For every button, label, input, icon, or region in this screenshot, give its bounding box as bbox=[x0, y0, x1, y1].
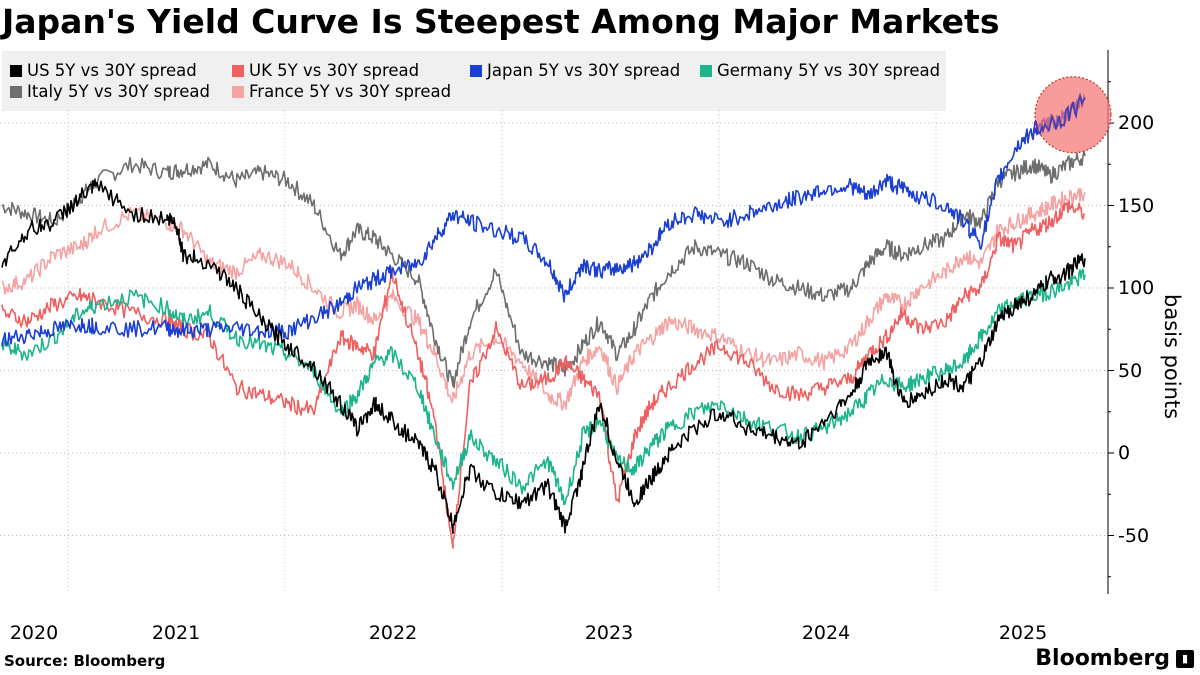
brand-name: Bloomberg bbox=[1035, 646, 1170, 671]
y-tick-label: 100 bbox=[1118, 277, 1155, 299]
y-axis-label: basis points bbox=[1160, 294, 1184, 420]
series-line-italy bbox=[1, 150, 1086, 389]
legend-label-france: France 5Y vs 30Y spread bbox=[249, 82, 452, 101]
x-tick-label: 2020 bbox=[9, 622, 59, 644]
legend-item-germany: Germany 5Y vs 30Y spread bbox=[700, 61, 940, 80]
series-line-japan bbox=[1, 94, 1086, 347]
y-tick-label: 150 bbox=[1118, 195, 1155, 217]
x-tick-label: 2021 bbox=[151, 622, 201, 644]
legend-swatch-uk bbox=[232, 64, 244, 77]
series-line-france bbox=[1, 187, 1086, 411]
legend-swatch-us bbox=[10, 64, 22, 77]
legend-item-us: US 5Y vs 30Y spread bbox=[10, 61, 197, 80]
y-tick-label: 0 bbox=[1118, 442, 1131, 464]
legend-label-uk: UK 5Y vs 30Y spread bbox=[249, 61, 420, 80]
legend-item-france: France 5Y vs 30Y spread bbox=[232, 82, 451, 101]
x-tick-label: 2023 bbox=[584, 622, 634, 644]
legend-label-germany: Germany 5Y vs 30Y spread bbox=[717, 61, 941, 80]
legend-item-uk: UK 5Y vs 30Y spread bbox=[232, 61, 419, 80]
source-note: Source: Bloomberg bbox=[4, 652, 166, 670]
legend-swatch-japan bbox=[470, 64, 482, 77]
series-line-us bbox=[1, 179, 1086, 535]
legend-label-italy: Italy 5Y vs 30Y spread bbox=[27, 82, 211, 101]
legend-item-italy: Italy 5Y vs 30Y spread bbox=[10, 82, 210, 101]
legend-swatch-germany bbox=[700, 64, 712, 77]
legend: US 5Y vs 30Y spread UK 5Y vs 30Y spread … bbox=[2, 51, 946, 111]
chart-title: Japan's Yield Curve Is Steepest Among Ma… bbox=[2, 2, 1000, 41]
x-tick-label: 2025 bbox=[998, 622, 1048, 644]
legend-swatch-france bbox=[232, 85, 244, 98]
x-tick-label: 2022 bbox=[368, 622, 418, 644]
y-tick-label: -50 bbox=[1118, 525, 1150, 547]
legend-item-japan: Japan 5Y vs 30Y spread bbox=[470, 61, 680, 80]
y-tick-label: 200 bbox=[1118, 112, 1155, 134]
highlight-circle bbox=[1034, 76, 1112, 154]
series-line-uk bbox=[1, 200, 1086, 549]
legend-label-japan: Japan 5Y vs 30Y spread bbox=[487, 61, 681, 80]
legend-swatch-italy bbox=[10, 85, 22, 98]
series-line-japan-highlighted bbox=[1032, 92, 1086, 141]
x-tick-label: 2024 bbox=[801, 622, 851, 644]
bloomberg-terminal-icon: ▮ bbox=[1176, 649, 1194, 668]
brand-logo: Bloomberg ▮ bbox=[1035, 646, 1194, 671]
y-tick-label: 50 bbox=[1118, 360, 1143, 382]
legend-label-us: US 5Y vs 30Y spread bbox=[27, 61, 197, 80]
